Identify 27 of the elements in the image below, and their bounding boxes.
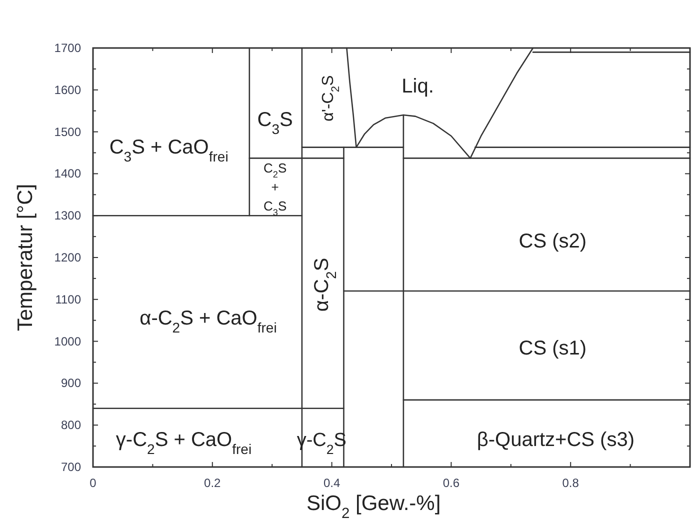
annotation: C$_{2}$S + C$_{3}$S [264,160,287,218]
x-axis-title: SiO$_{2}$ [Gew.-%] [306,492,441,522]
annotation: γ-C$_{2}$S + CaO$_{frei}$ [116,428,252,457]
y-tick-label: 1200 [54,250,82,264]
annotation: α-C$_{2}$S + CaO$_{frei}$ [140,307,277,336]
x-tick-label: 0.2 [204,476,222,490]
annotation: CS (s1) [518,338,587,360]
annotation: β-Quartz+CS (s3) [476,428,635,451]
y-tick-label: 1700 [54,41,82,55]
y-tick-label: 1300 [54,208,82,223]
y-tick-label: 1400 [54,166,82,181]
x-tick-label: 0.6 [442,476,460,490]
y-axis-title: Temperatur [°C] [14,184,37,332]
y-tick-label: 1100 [55,292,82,306]
annotation: C$_{3}$S + CaO$_{frei}$ [109,136,228,164]
y-tick-label: 1000 [54,334,82,348]
y-tick-label: 1500 [54,124,82,139]
x-tick-label: 0 [90,476,97,490]
x-tick-label: 0.8 [562,476,580,490]
y-tick-label: 900 [60,376,82,390]
annotation: CS (s2) [518,230,587,253]
annotation: C$_{3}$S [257,109,293,138]
x-tick-label: 0.4 [323,476,340,490]
y-tick-label: 1600 [54,82,82,97]
annotation: Liq. [402,76,434,98]
y-tick-label: 700 [60,460,82,474]
y-tick-label: 800 [60,418,82,432]
